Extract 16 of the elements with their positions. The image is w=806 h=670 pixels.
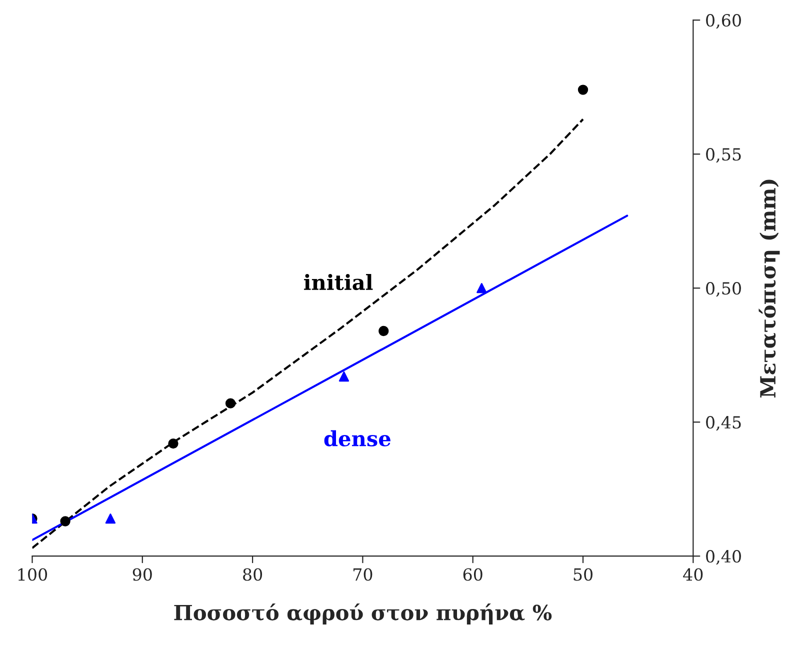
x-tick-label: 80	[243, 568, 262, 581]
x-tick-label: 70	[353, 568, 372, 581]
y-axis-title: Μετατόπιση (mm)	[758, 180, 780, 398]
y-tick-label: 0,50	[706, 282, 741, 297]
x-tick-label: 60	[463, 568, 482, 581]
x-tick-label: 100	[18, 568, 48, 581]
text: dense	[324, 430, 390, 446]
y-tick-label: 0,55	[706, 148, 741, 163]
x-tick-label: 50	[574, 568, 593, 581]
x-axis-title: Ποσοστό αφρού στον πυρήνα %	[174, 603, 552, 624]
series-label: initial	[304, 274, 373, 290]
x-tick-label: 40	[683, 568, 703, 581]
x-tick-label: 90	[132, 568, 152, 581]
y-tick-label: 0,40	[706, 550, 741, 565]
y-tick-label: 0,45	[706, 416, 741, 431]
y-tick-label: 0,60	[706, 14, 741, 29]
